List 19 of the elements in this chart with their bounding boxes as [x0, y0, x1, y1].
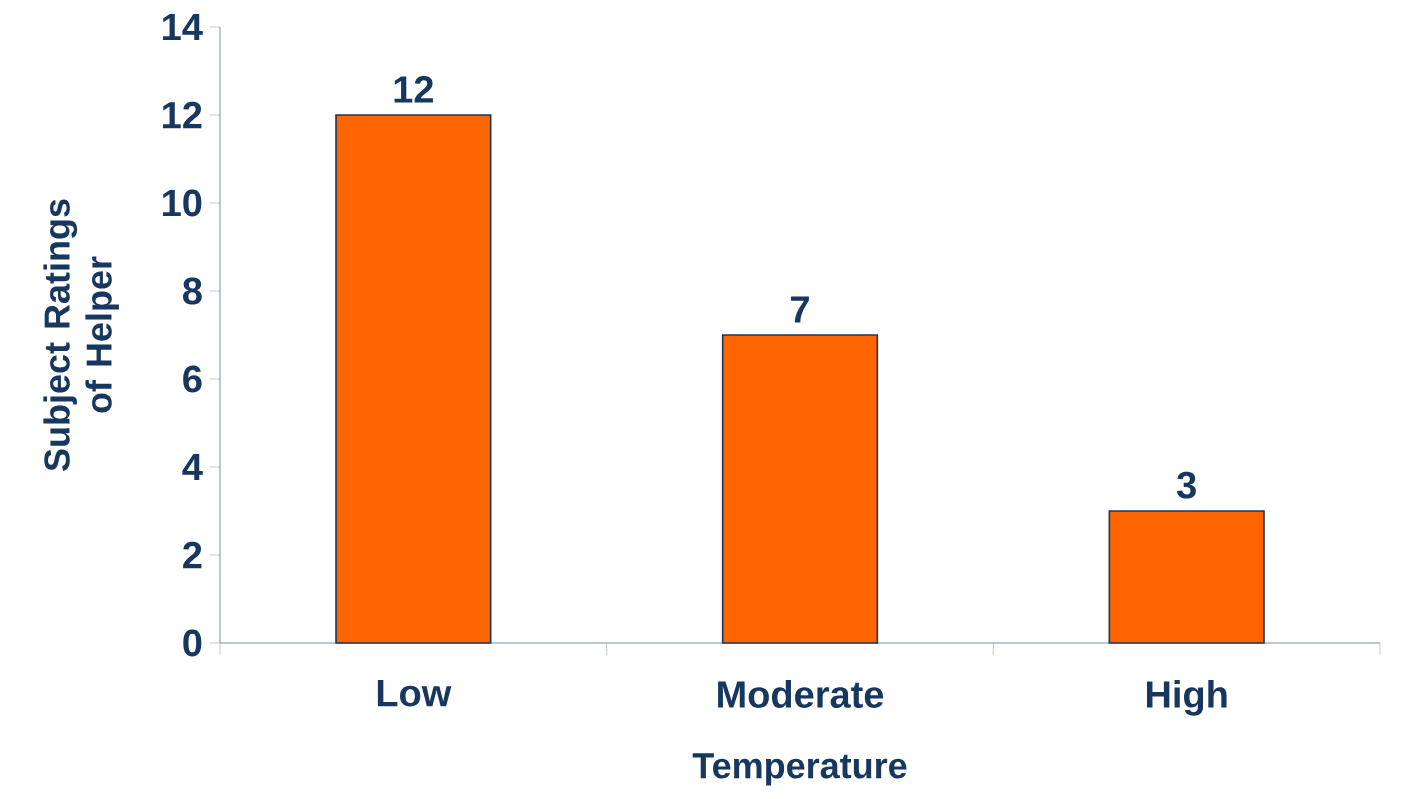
y-tick-label: 2 [183, 541, 202, 569]
x-tick-label: Low [377, 680, 452, 707]
data-label: 12 [394, 76, 433, 103]
y-axis-title: Subject Ratings of Helper [43, 199, 119, 471]
data-label: 7 [791, 296, 809, 323]
data-label: 3 [1176, 471, 1196, 499]
bar [335, 114, 492, 644]
y-tick-label: 8 [183, 277, 202, 305]
bar [721, 334, 879, 644]
x-tick-label: Moderate [718, 680, 884, 708]
x-axis-title: Temperature [692, 753, 907, 786]
x-tick-label: High [1147, 680, 1227, 716]
y-tick-label: 10 [163, 189, 202, 217]
y-tick-label: 4 [182, 453, 203, 481]
y-tick-label: 0 [183, 629, 202, 657]
y-tick-label: 12 [163, 101, 202, 129]
y-tick-label: 6 [183, 365, 202, 393]
bar [1108, 510, 1265, 644]
y-tick-label: 14 [163, 13, 203, 41]
